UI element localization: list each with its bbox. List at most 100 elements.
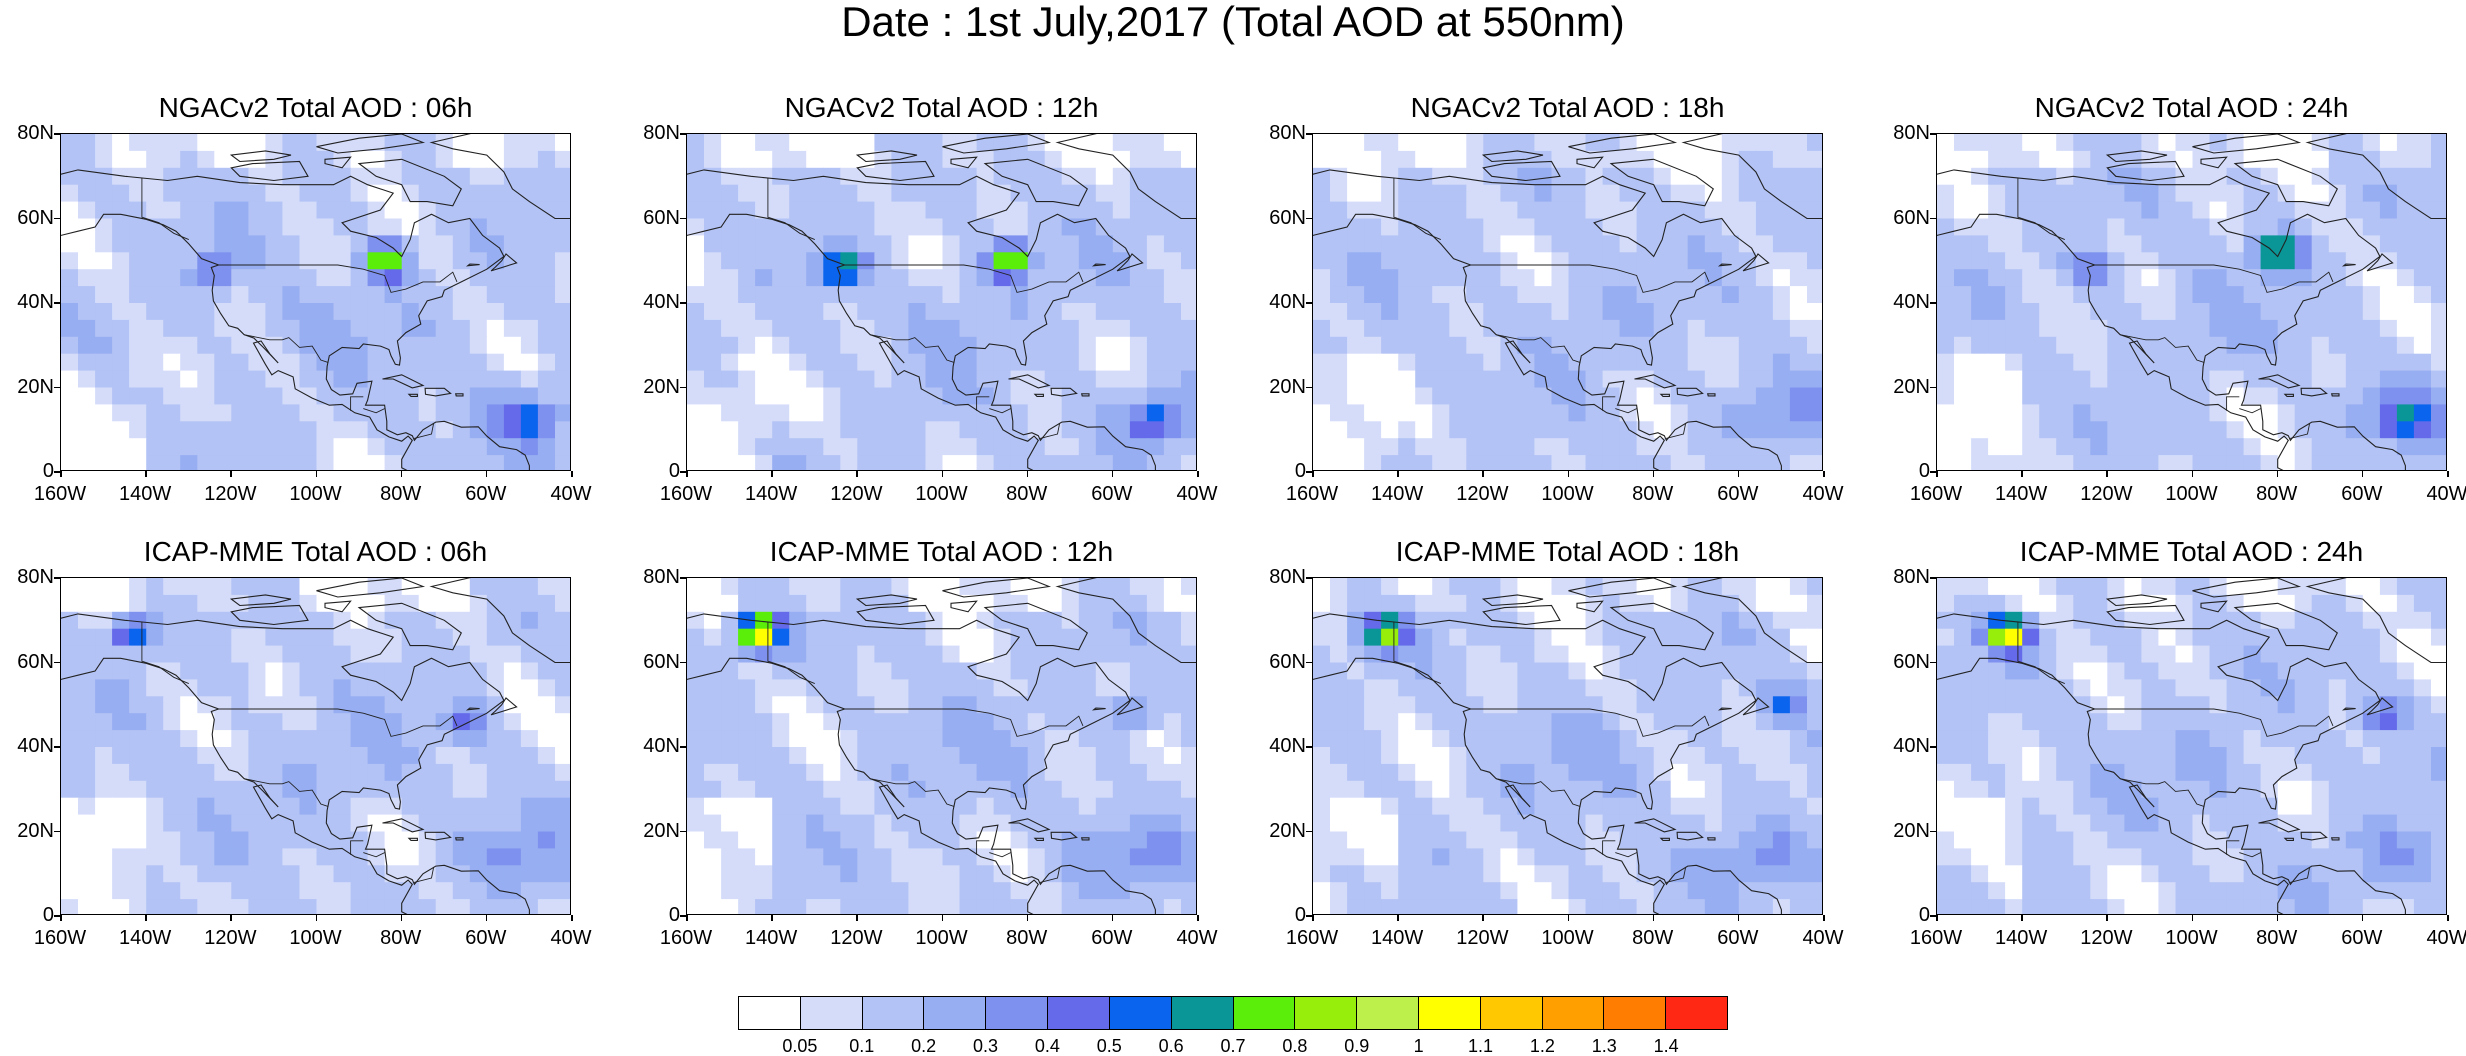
lon-tick-mark bbox=[2276, 471, 2279, 477]
lon-tick-label: 60W bbox=[1091, 927, 1133, 949]
lat-tick-mark bbox=[680, 661, 686, 663]
lon-tick-mark bbox=[145, 471, 147, 477]
lat-tick-mark bbox=[54, 217, 60, 219]
lon-tick-mark bbox=[2021, 471, 2023, 477]
lon-tick-label: 100W bbox=[289, 927, 342, 949]
lon-tick-label: 60W bbox=[1717, 483, 1759, 505]
lat-tick-mark bbox=[1930, 217, 1936, 219]
lon-tick-label: 160W bbox=[659, 927, 713, 949]
lon-tick-mark bbox=[941, 471, 943, 477]
lon-tick-label: 120W bbox=[830, 927, 883, 949]
lon-tick-label: 100W bbox=[289, 483, 342, 505]
lat-tick-label: 20N bbox=[643, 819, 680, 842]
lon-tick-label: 120W bbox=[204, 927, 257, 949]
lon-tick-label: 80W bbox=[1006, 483, 1048, 505]
map-svg bbox=[61, 134, 570, 470]
aod-field bbox=[61, 134, 570, 470]
lon-tick-label: 160W bbox=[1285, 483, 1339, 505]
lat-tick-mark bbox=[680, 830, 686, 832]
colorbar-box bbox=[1048, 997, 1110, 1029]
map-svg bbox=[687, 578, 1196, 914]
colorbar-label: 0.7 bbox=[1220, 1036, 1246, 1056]
panel-title: ICAP-MME Total AOD : 12h bbox=[769, 536, 1114, 567]
lat-tick-label: 40N bbox=[1269, 291, 1306, 313]
lon-tick-mark bbox=[771, 471, 773, 477]
lon-tick-label: 80W bbox=[1632, 927, 1674, 949]
lat-tick-label: 0 bbox=[1294, 904, 1306, 926]
lat-tick-mark bbox=[1306, 217, 1312, 219]
lon-tick-label: 140W bbox=[119, 483, 172, 505]
colorbar-box bbox=[1418, 997, 1481, 1029]
lat-tick-label: 40N bbox=[643, 291, 680, 313]
lat-tick-mark bbox=[680, 746, 686, 748]
lon-tick-mark bbox=[1197, 915, 1199, 921]
colorbar-box bbox=[986, 997, 1049, 1029]
lat-tick-label: 40N bbox=[1893, 291, 1930, 313]
lon-tick-label: 140W bbox=[1995, 483, 2048, 505]
aod-field bbox=[687, 134, 1196, 470]
lon-tick-label: 140W bbox=[1995, 927, 2048, 949]
lon-tick-label: 80W bbox=[1632, 483, 1674, 505]
colorbar-box bbox=[1666, 997, 1727, 1029]
lon-tick-label: 120W bbox=[2080, 483, 2133, 505]
lon-tick-mark bbox=[686, 915, 688, 921]
lon-tick-label: 120W bbox=[204, 483, 257, 505]
lat-tick-mark bbox=[1306, 661, 1312, 663]
panel-title: ICAP-MME Total AOD : 06h bbox=[143, 536, 488, 567]
lon-tick-mark bbox=[1026, 915, 1029, 921]
lon-tick-mark bbox=[1652, 915, 1655, 921]
lat-tick-mark bbox=[54, 302, 60, 304]
colorbar-box bbox=[1109, 997, 1172, 1029]
panel-title: NGACv2 Total AOD : 06h bbox=[158, 92, 473, 123]
colorbar-label: 0.8 bbox=[1282, 1036, 1308, 1056]
lon-tick-label: 80W bbox=[1006, 927, 1048, 949]
lon-tick-mark bbox=[400, 471, 403, 477]
lon-tick-mark bbox=[2191, 471, 2193, 477]
aod-field bbox=[61, 578, 570, 914]
colorbar-box bbox=[739, 997, 801, 1029]
coastlines bbox=[1313, 134, 1822, 470]
lat-tick-label: 60N bbox=[643, 650, 680, 673]
lat-tick-mark bbox=[680, 471, 686, 473]
aod-field bbox=[687, 578, 1196, 914]
aod-map-panel bbox=[60, 577, 571, 915]
lon-tick-label: 40W bbox=[1176, 927, 1218, 949]
lat-tick-mark bbox=[54, 386, 60, 388]
aod-map-panel bbox=[60, 133, 571, 471]
lon-tick-mark bbox=[2191, 915, 2193, 921]
lat-tick-mark bbox=[54, 746, 60, 748]
lon-tick-label: 160W bbox=[33, 483, 87, 505]
lat-tick-label: 60N bbox=[1893, 650, 1930, 673]
lat-tick-label: 80N bbox=[1269, 566, 1306, 588]
coastlines bbox=[61, 578, 570, 914]
lon-tick-mark bbox=[1111, 471, 1114, 477]
lat-tick-label: 20N bbox=[643, 375, 680, 398]
lon-tick-label: 160W bbox=[1909, 483, 1963, 505]
colorbar-box bbox=[1480, 997, 1543, 1029]
lat-tick-label: 40N bbox=[643, 735, 680, 757]
lon-tick-label: 40W bbox=[550, 483, 592, 505]
colorbar-label: 0.4 bbox=[1034, 1036, 1060, 1056]
lat-tick-label: 0 bbox=[668, 904, 680, 926]
lon-tick-label: 100W bbox=[2165, 927, 2218, 949]
lon-tick-label: 120W bbox=[1456, 927, 1509, 949]
lon-tick-mark bbox=[1936, 471, 1938, 477]
lon-tick-label: 100W bbox=[1541, 927, 1594, 949]
lon-tick-mark bbox=[2447, 915, 2449, 921]
lon-tick-mark bbox=[230, 915, 232, 921]
lat-tick-label: 80N bbox=[643, 122, 680, 144]
lon-tick-mark bbox=[1737, 915, 1740, 921]
lat-tick-label: 80N bbox=[1269, 122, 1306, 144]
aod-map-panel bbox=[686, 133, 1197, 471]
lat-tick-label: 80N bbox=[643, 566, 680, 588]
lat-tick-mark bbox=[54, 577, 60, 579]
map-svg bbox=[1937, 134, 2446, 470]
lon-tick-mark bbox=[1652, 471, 1655, 477]
lat-tick-label: 60N bbox=[1269, 206, 1306, 229]
lat-tick-mark bbox=[1306, 746, 1312, 748]
lon-tick-mark bbox=[2361, 471, 2364, 477]
lon-tick-mark bbox=[1823, 915, 1825, 921]
lon-tick-mark bbox=[571, 471, 573, 477]
lon-tick-mark bbox=[1197, 471, 1199, 477]
colorbar-label: 1.4 bbox=[1653, 1036, 1679, 1056]
